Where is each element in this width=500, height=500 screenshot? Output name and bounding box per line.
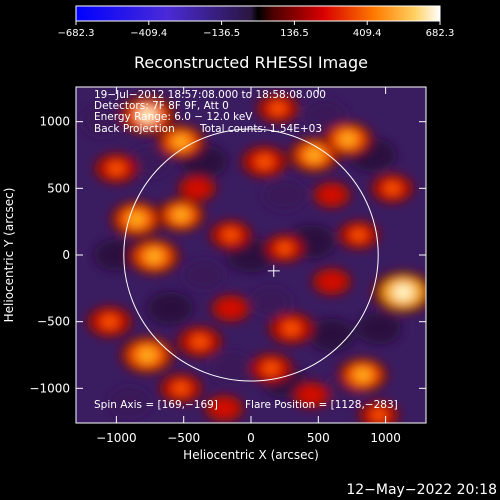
heatmap-hotspot-peak [191, 335, 208, 349]
chart-title: Reconstructed RHESSI Image [134, 53, 368, 72]
heatmap-hotspot-peak [127, 211, 146, 227]
colorbar [75, 5, 441, 22]
solar-limb-layer [123, 128, 379, 382]
heatmap-field [82, 93, 426, 423]
annotation-detectors: Detectors: 7F 8F 9F, Att 0 [94, 100, 229, 112]
colorbar-tick-label: −409.4 [130, 28, 167, 39]
heatmap-hotspot-peak [351, 229, 366, 241]
heatmap-coldspot [308, 318, 355, 352]
annotation-spin-axis: Spin Axis = [169,−169] [94, 399, 218, 411]
heatmap-hotspot-peak [384, 182, 400, 195]
heatmap-hotspot-peak [325, 189, 339, 201]
heatmap-hotspot-peak [256, 155, 273, 169]
x-axis-ticks: −1000 −500 0 500 1000 [96, 87, 401, 445]
heatmap-hotspot-peak [263, 362, 279, 375]
x-tick-label: 500 [307, 431, 330, 445]
x-axis-label: Heliocentric X (arcsec) [183, 448, 319, 462]
y-tick-label: 0 [62, 248, 70, 262]
footer-timestamp: 12−May−2022 20:18 [346, 482, 497, 498]
heatmap-hotspot-peak [339, 131, 357, 147]
flare-marker-layer [267, 264, 280, 277]
annotation-energy: Energy Range: 6.0 − 12.0 keV [94, 111, 253, 123]
x-tick-label: −500 [167, 431, 200, 445]
heatmap-coldspot [356, 312, 402, 345]
heatmap-hotspot-peak [172, 208, 190, 222]
x-tick-label: 1000 [370, 431, 401, 445]
y-axis-ticks: −1000 −500 0 500 1000 [29, 115, 426, 395]
heatmap-hotspot-peak [190, 182, 204, 194]
y-axis-label: Heliocentric Y (arcsec) [2, 188, 16, 323]
colorbar-ticks: −682.3 −409.4 −136.5 136.5 409.4 682.3 [57, 21, 454, 39]
colorbar-tick-label: −136.5 [203, 28, 240, 39]
x-tick-label: 0 [247, 431, 255, 445]
heatmap-hotspot-peak [223, 228, 239, 242]
y-tick-label: −1000 [29, 381, 70, 395]
heatmap-coldspot [129, 146, 172, 177]
y-tick-label: 500 [47, 181, 70, 195]
annotation-flare-position: Flare Position = [1128,−283] [245, 399, 398, 411]
x-tick-label: −1000 [96, 431, 137, 445]
y-tick-label: −500 [37, 315, 70, 329]
annotation-time-range: 19−Jul−2012 18:57:08.000 to 18:58:08.000 [94, 89, 326, 101]
heatmap-hotspot-peak [305, 147, 324, 163]
heatmap-hotspot-peak [223, 302, 238, 315]
heatmap-hotspot-peak [172, 134, 190, 149]
y-tick-label: 1000 [39, 115, 70, 129]
heatmap-coldspot [304, 100, 347, 130]
colorbar-tick-label: 409.4 [353, 28, 382, 39]
colorbar-tick-label: −682.3 [57, 28, 94, 39]
heatmap-hotspot-peak [277, 242, 292, 255]
heatmap-hotspot-peak [101, 315, 118, 329]
heatmap-coldspot [263, 179, 307, 211]
heatmap-hotspot-peak [283, 321, 300, 335]
heatmap-coldspot [183, 260, 225, 290]
heatmap-hotspot-peak [304, 389, 319, 401]
heatmap-hotspot-peak [145, 248, 164, 264]
annotation-method: Back Projection [94, 123, 175, 135]
solar-limb-circle [123, 128, 379, 382]
heatmap-hotspot-peak [354, 367, 372, 383]
heatmap-hotspot-peak [270, 102, 286, 115]
heatmap-hotspot-peak [324, 275, 339, 288]
heatmap-coldspot [109, 387, 151, 417]
heatmap-coldspot [82, 107, 124, 137]
heatmap-hotspot-peak [137, 347, 157, 363]
colorbar-tick-label: 136.5 [280, 28, 309, 39]
heatmap-coldspot [209, 352, 253, 384]
heatmap-hotspot-peak [108, 162, 125, 175]
annotation-counts: Total counts: 1.54E+03 [199, 123, 322, 135]
colorbar-tick-label: 682.3 [426, 28, 455, 39]
heatmap-coldspot [251, 287, 292, 317]
heatmap-hotspot-peak [392, 283, 414, 301]
heatmap-hotspot-peak [371, 409, 387, 421]
heatmap-hotspot-peak [137, 107, 158, 123]
heatmap-hotspot-peak [217, 402, 232, 415]
heatmap-coldspot [94, 239, 139, 271]
heatmap-coldspot [147, 291, 194, 325]
heatmap-hotspot-peak [173, 382, 189, 395]
